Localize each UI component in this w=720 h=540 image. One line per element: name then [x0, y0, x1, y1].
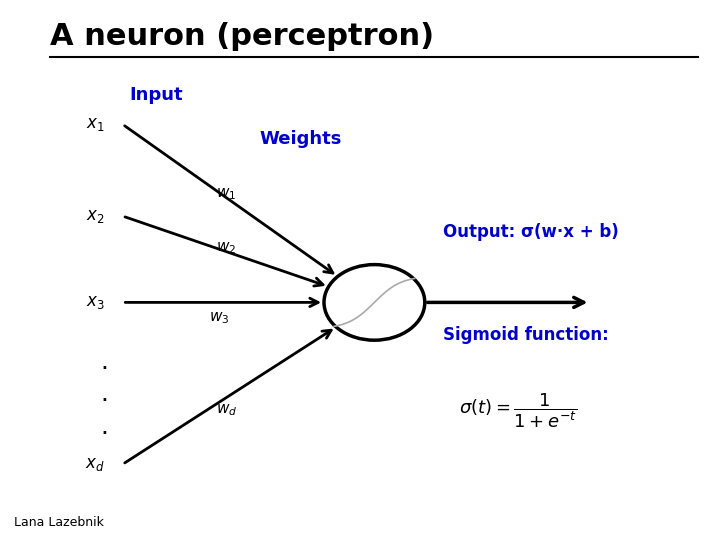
Text: $x_{2}$: $x_{2}$: [86, 207, 104, 225]
Circle shape: [324, 265, 425, 340]
Text: $w_{1}$: $w_{1}$: [216, 186, 236, 202]
Text: $x_{1}$: $x_{1}$: [86, 115, 104, 133]
Text: $x_{3}$: $x_{3}$: [86, 293, 104, 312]
Text: .: .: [100, 415, 109, 438]
Text: $w_{2}$: $w_{2}$: [216, 240, 236, 256]
Text: A neuron (perceptron): A neuron (perceptron): [50, 22, 435, 51]
Text: .: .: [100, 350, 109, 374]
Text: $w_{d}$: $w_{d}$: [216, 402, 238, 418]
Text: $\sigma(t) = \dfrac{1}{1 + e^{-t}}$: $\sigma(t) = \dfrac{1}{1 + e^{-t}}$: [459, 391, 577, 430]
Text: Sigmoid function:: Sigmoid function:: [443, 326, 608, 344]
Text: Output: σ(w·x + b): Output: σ(w·x + b): [443, 223, 618, 241]
Text: $x_{d}$: $x_{d}$: [85, 455, 104, 474]
Text: Weights: Weights: [259, 130, 341, 147]
Text: $w_{3}$: $w_{3}$: [209, 310, 229, 327]
Text: Input: Input: [130, 86, 183, 104]
Text: Lana Lazebnik: Lana Lazebnik: [14, 516, 104, 529]
Text: .: .: [100, 382, 109, 406]
